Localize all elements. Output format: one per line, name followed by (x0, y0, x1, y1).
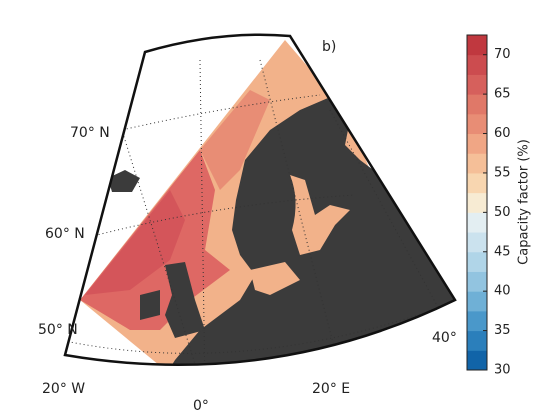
colorbar-band (467, 330, 487, 351)
ireland (140, 290, 160, 320)
colorbar-band (467, 291, 487, 312)
colorbar-tick-label: 70 (494, 47, 511, 62)
colorbar-band (467, 113, 487, 135)
colorbar-band (467, 74, 487, 95)
colorbar-band (467, 94, 487, 115)
colorbar-band (467, 172, 487, 194)
colorbar-tick-label: 30 (494, 363, 511, 378)
colorbar-band (467, 133, 487, 154)
sea-mid (200, 90, 270, 190)
colorbar-band (467, 350, 487, 371)
colorbar-frame (466, 34, 488, 371)
colorbar-tick-label: 50 (494, 205, 511, 220)
colorbar-label: Capacity factor (%) (517, 139, 532, 265)
colorbar-band (467, 251, 487, 272)
colorbar-band (467, 35, 487, 56)
lat-label: 50° N (38, 322, 78, 338)
iceland (108, 170, 140, 192)
lat-label: 70° N (70, 125, 110, 141)
colorbar-band (467, 192, 487, 213)
lat-label: 60° N (45, 226, 85, 242)
colorbar: 30 35 40 45 50 55 60 65 70 (466, 34, 511, 378)
colorbar-band (467, 232, 487, 253)
colorbar-tick-label: 55 (494, 165, 511, 180)
colorbar-tick-label: 40 (494, 284, 511, 299)
colorbar-tick-label: 35 (494, 323, 511, 338)
colorbar-tick-label: 65 (494, 87, 511, 102)
colorbar-band (467, 54, 487, 75)
lon-label: 0° (193, 398, 209, 414)
panel-label: b) (322, 39, 336, 55)
colorbar-band (467, 271, 487, 292)
colorbar-band (467, 153, 487, 174)
colorbar-band (467, 212, 487, 233)
sea-max (85, 190, 185, 295)
lon-label: 40° (432, 330, 457, 346)
lon-label: 20° W (42, 381, 85, 397)
north-sea-coast (250, 262, 300, 295)
map (65, 34, 455, 365)
lon-label: 20° E (312, 381, 350, 397)
colorbar-tick-label: 45 (494, 244, 511, 259)
colorbar-tick-label: 60 (494, 126, 511, 141)
britain (165, 262, 205, 338)
colorbar-band (467, 310, 487, 332)
